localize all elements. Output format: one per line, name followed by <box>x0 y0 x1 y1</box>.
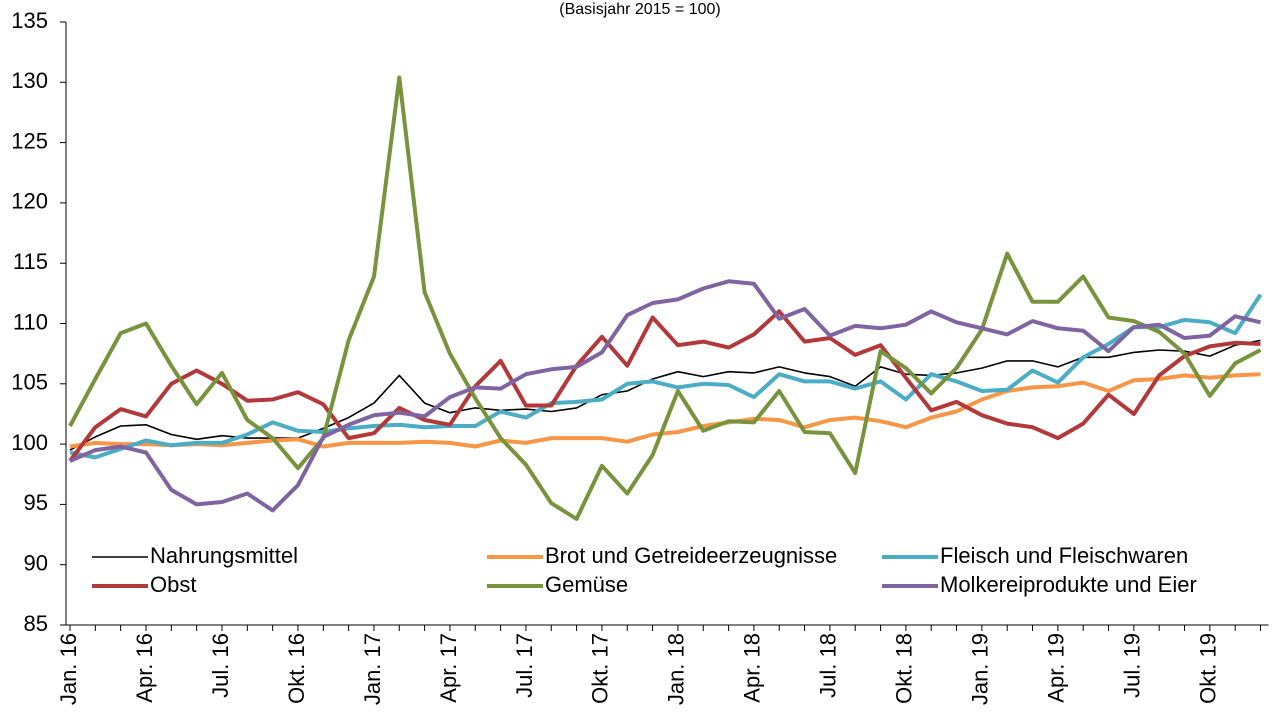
x-tick-label: Jul. 19 <box>1120 633 1145 698</box>
series-line <box>69 293 1263 460</box>
x-tick-label: Okt. 17 <box>588 633 613 704</box>
x-tick-label: Jan. 18 <box>664 633 689 705</box>
series-line <box>68 309 1261 463</box>
legend-label: Nahrungsmittel <box>150 543 298 568</box>
x-tick-label: Okt. 16 <box>284 633 309 704</box>
x-tick-label: Okt. 19 <box>1196 633 1221 704</box>
x-tick-label: Jul. 16 <box>208 633 233 698</box>
series-line <box>69 372 1261 449</box>
legend-label: Brot und Getreideerzeugnisse <box>545 543 837 568</box>
y-tick-label: 90 <box>24 551 48 576</box>
y-tick-label: 85 <box>24 611 48 636</box>
y-tick-label: 115 <box>13 249 48 274</box>
x-tick-label: Jul. 17 <box>512 633 537 698</box>
y-tick-label: 130 <box>11 68 48 93</box>
legend-label: Obst <box>150 572 196 597</box>
x-tick-label: Apr. 16 <box>132 633 157 703</box>
legend-label: Fleisch und Fleischwaren <box>940 543 1188 568</box>
x-tick-label: Jan. 16 <box>56 633 81 705</box>
x-tick-label: Apr. 17 <box>436 633 461 703</box>
series-line <box>69 339 1261 451</box>
y-tick-label: 135 <box>11 8 48 33</box>
x-tick-label: Apr. 19 <box>1044 633 1069 703</box>
y-tick-label: 105 <box>11 370 48 395</box>
series-line <box>69 279 1261 513</box>
x-tick-label: Okt. 18 <box>892 633 917 704</box>
legend-label: Gemüse <box>545 572 628 597</box>
y-tick-label: 110 <box>13 309 48 334</box>
y-tick-label: 120 <box>11 189 48 214</box>
chart-subtitle: (Basisjahr 2015 = 100) <box>559 1 720 18</box>
x-tick-label: Jan. 17 <box>360 633 385 705</box>
legend-label: Molkereiprodukte und Eier <box>940 572 1197 597</box>
series-line <box>68 75 1262 521</box>
x-tick-label: Jan. 19 <box>968 633 993 705</box>
y-tick-label: 95 <box>24 490 48 515</box>
x-tick-label: Apr. 18 <box>740 633 765 703</box>
y-tick-label: 100 <box>11 430 48 455</box>
y-tick-label: 125 <box>11 128 48 153</box>
x-tick-label: Jul. 18 <box>816 633 841 698</box>
